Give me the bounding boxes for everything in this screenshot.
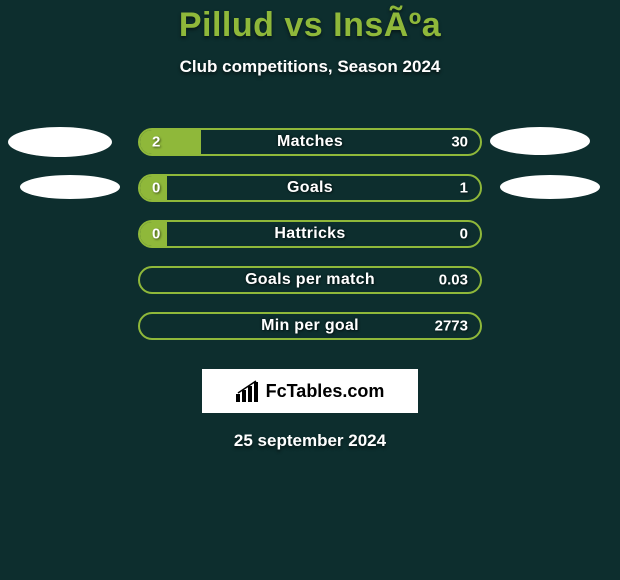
stat-value-left: 0 (152, 180, 160, 197)
player-right-ellipse (490, 127, 590, 155)
comparison-card: Pillud vs InsÃºa Club competitions, Seas… (0, 0, 620, 451)
stat-value-right: 30 (451, 134, 468, 151)
logo: FcTables.com (236, 380, 385, 402)
stat-bar: Goals per match 0.03 (138, 266, 482, 294)
stat-bar: Min per goal 2773 (138, 312, 482, 340)
logo-text: FcTables.com (266, 381, 385, 402)
stat-row: Goals per match 0.03 (0, 257, 620, 303)
stat-bar: 2 Matches 30 (138, 128, 482, 156)
stat-bar-fill-left (140, 130, 201, 154)
stat-label: Matches (277, 133, 343, 151)
stat-row: 0 Goals 1 (0, 165, 620, 211)
stat-row: Min per goal 2773 (0, 303, 620, 349)
page-title: Pillud vs InsÃºa (0, 6, 620, 45)
stat-label: Goals per match (245, 271, 375, 289)
stat-value-right: 0.03 (439, 272, 468, 289)
stat-value-left: 2 (152, 134, 160, 151)
stat-label: Hattricks (274, 225, 345, 243)
stat-label: Goals (287, 179, 333, 197)
stat-value-right: 0 (460, 226, 468, 243)
stat-bar: 0 Hattricks 0 (138, 220, 482, 248)
bars-icon (236, 380, 262, 402)
player-left-ellipse (20, 175, 120, 199)
stat-value-right: 1 (460, 180, 468, 197)
stat-label: Min per goal (261, 317, 359, 335)
date: 25 september 2024 (0, 431, 620, 451)
logo-box[interactable]: FcTables.com (202, 369, 418, 413)
stat-row: 0 Hattricks 0 (0, 211, 620, 257)
player-left-ellipse (8, 127, 112, 157)
stat-row: 2 Matches 30 (0, 119, 620, 165)
player-right-ellipse (500, 175, 600, 199)
stat-bar: 0 Goals 1 (138, 174, 482, 202)
subtitle: Club competitions, Season 2024 (0, 57, 620, 77)
stat-value-right: 2773 (435, 318, 468, 335)
stat-rows: 2 Matches 30 0 Goals 1 0 Hattricks 0 Goals per ma… (0, 119, 620, 349)
stat-value-left: 0 (152, 226, 160, 243)
